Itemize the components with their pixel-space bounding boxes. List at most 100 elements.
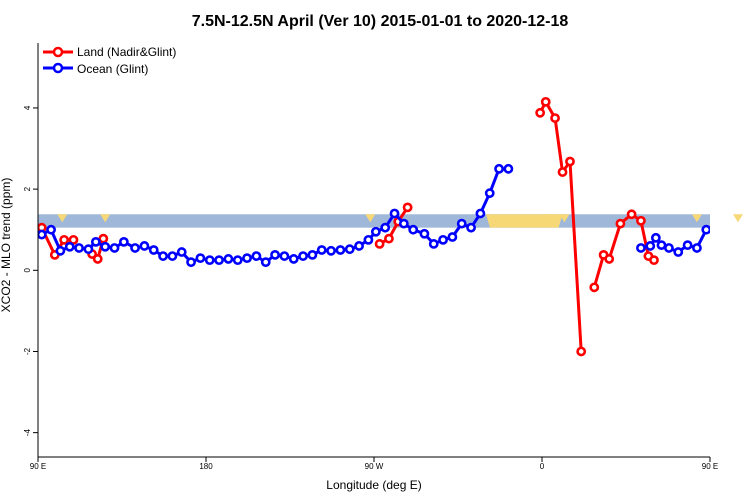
reference-band [38, 214, 743, 228]
series-1-point [158, 251, 168, 261]
series-1-point [307, 249, 318, 260]
series-1-point [645, 241, 656, 251]
series-1-point [74, 243, 84, 253]
series-1-point [370, 226, 381, 237]
series-1-point [682, 240, 693, 251]
series-1-point [708, 227, 710, 234]
series-1-point [260, 257, 271, 268]
series-0-point [604, 254, 615, 264]
x-axis-title: Longitude (deg E) [326, 478, 421, 492]
band-marker-6 [733, 214, 743, 223]
band-marker-5 [691, 214, 702, 223]
series-0-point [576, 346, 587, 357]
series-1-point [636, 243, 646, 253]
series-1-point [447, 232, 458, 242]
series-1-point [55, 245, 66, 256]
series-1-point [270, 249, 280, 260]
series-layer [38, 96, 750, 357]
series-1-point [326, 245, 336, 256]
band-marker-2 [365, 214, 376, 223]
band-highlight-0 [486, 214, 563, 228]
series-1-point [223, 254, 234, 264]
series-0-point [550, 113, 560, 123]
series-1-point [363, 234, 374, 245]
series-1-point [428, 239, 439, 249]
series-1-point [214, 255, 224, 266]
series-0-line-2 [378, 206, 409, 246]
series-1-point [335, 245, 346, 255]
series-1-point [232, 255, 243, 266]
x-tick-label: 180 [199, 462, 213, 471]
band-marker-3 [546, 214, 557, 223]
series-0-point [649, 255, 659, 266]
series-0-line-5 [716, 242, 720, 267]
band-marker-4 [559, 214, 570, 223]
y-tick-label: 4 [23, 105, 32, 110]
series-1-point [701, 224, 710, 235]
legend-entry-land: Land (Nadir&Glint) [43, 45, 176, 59]
series-1-point [186, 257, 196, 268]
series-1-point [176, 247, 187, 257]
series-1-point [456, 218, 467, 229]
x-tick-label: 0 [540, 462, 545, 471]
series-1-point [398, 218, 409, 229]
series-1-point [344, 244, 355, 255]
series-1-point [109, 243, 120, 253]
series-1-point [298, 251, 308, 261]
series-1-point [438, 234, 448, 245]
series-1-point [656, 240, 667, 251]
series-1-point [503, 163, 514, 174]
x-tick-label: 90 W [365, 462, 384, 471]
series-0-point [589, 282, 600, 293]
series-1-point [64, 241, 75, 252]
band-marker-0 [57, 214, 68, 223]
series-1-point [83, 244, 94, 255]
series-1-point [380, 222, 391, 233]
series-1-point [148, 245, 159, 255]
series-1-point [251, 251, 262, 261]
series-1-point [354, 241, 364, 251]
series-1-point [727, 239, 734, 246]
y-tick-label: -4 [23, 429, 32, 437]
series-0-point [636, 215, 646, 226]
legend-land-label: Land (Nadir&Glint) [77, 45, 176, 59]
series-1-point [736, 231, 743, 238]
x-axis: 90 E 180 90 W 0 90 E [30, 456, 718, 471]
legend-ocean-label: Ocean (Glint) [77, 62, 148, 76]
series-1-point [316, 245, 327, 255]
legend-ocean-marker [52, 62, 64, 74]
series-0-point [92, 254, 103, 264]
series-0-point [98, 233, 109, 244]
legend-entry-ocean: Ocean (Glint) [43, 62, 148, 76]
series-1-line-1 [640, 228, 710, 254]
series-1-point [242, 253, 252, 264]
x-tick-label: 90 E [702, 462, 718, 471]
series-0-point [68, 234, 79, 245]
series-1-point [475, 208, 486, 219]
series-1-point [195, 253, 206, 264]
series-1-point [408, 224, 419, 235]
series-1-point [167, 251, 178, 261]
y-tick-label: 0 [23, 268, 32, 273]
series-1-point [744, 226, 750, 233]
series-1-point [466, 222, 476, 233]
band-marker-1 [100, 214, 111, 223]
plot-area [38, 96, 750, 357]
series-1-point [100, 241, 111, 252]
y-tick-label: 2 [23, 186, 32, 191]
y-tick-label: -2 [23, 347, 32, 355]
series-0-point [59, 234, 70, 245]
series-1-point [673, 247, 684, 257]
series-0-point [626, 209, 637, 220]
series-0-point [384, 233, 394, 244]
series-1-point [46, 224, 56, 235]
y-axis: -4 -2 0 2 4 [23, 43, 39, 457]
legend: Land (Nadir&Glint) Ocean (Glint) [43, 45, 176, 76]
series-0-point [535, 107, 546, 118]
series-1-point [484, 188, 495, 199]
series-1-point [288, 254, 299, 264]
series-0-point [557, 167, 568, 177]
series-1-point [139, 241, 150, 251]
series-1-point [494, 163, 504, 174]
